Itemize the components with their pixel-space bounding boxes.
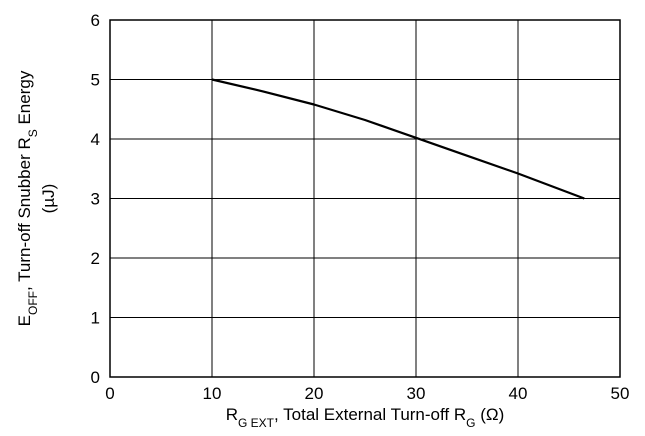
x-tick-label: 20 — [305, 384, 324, 403]
x-tick-label: 0 — [105, 384, 114, 403]
y-tick-label: 3 — [91, 190, 100, 209]
grid-lines — [110, 20, 620, 377]
x-axis-label: RG EXT, Total External Turn-off RG (Ω) — [226, 405, 505, 430]
y-axis-label-group: EOFF, Turn-off Snubber RS Energy (µJ) — [15, 70, 58, 326]
y-tick-label: 2 — [91, 249, 100, 268]
series-line — [211, 78, 585, 200]
x-tick-label: 40 — [509, 384, 528, 403]
y-tick-label: 5 — [91, 71, 100, 90]
x-tick-label: 30 — [407, 384, 426, 403]
x-tick-label: 50 — [611, 384, 630, 403]
plot-frame — [109, 19, 621, 378]
y-axis-label: EOFF, Turn-off Snubber RS Energy — [15, 70, 40, 326]
series-group — [211, 78, 585, 200]
y-tick-label: 1 — [91, 309, 100, 328]
y-tick-label: 4 — [91, 130, 100, 149]
x-tick-labels: 0 10 20 30 40 50 — [105, 384, 629, 403]
y-tick-labels: 0 1 2 3 4 5 6 — [91, 11, 100, 387]
y-tick-label: 6 — [91, 11, 100, 30]
y-axis-unit-label: (µJ) — [39, 184, 58, 214]
y-tick-label: 0 — [91, 368, 100, 387]
x-tick-label: 10 — [203, 384, 222, 403]
